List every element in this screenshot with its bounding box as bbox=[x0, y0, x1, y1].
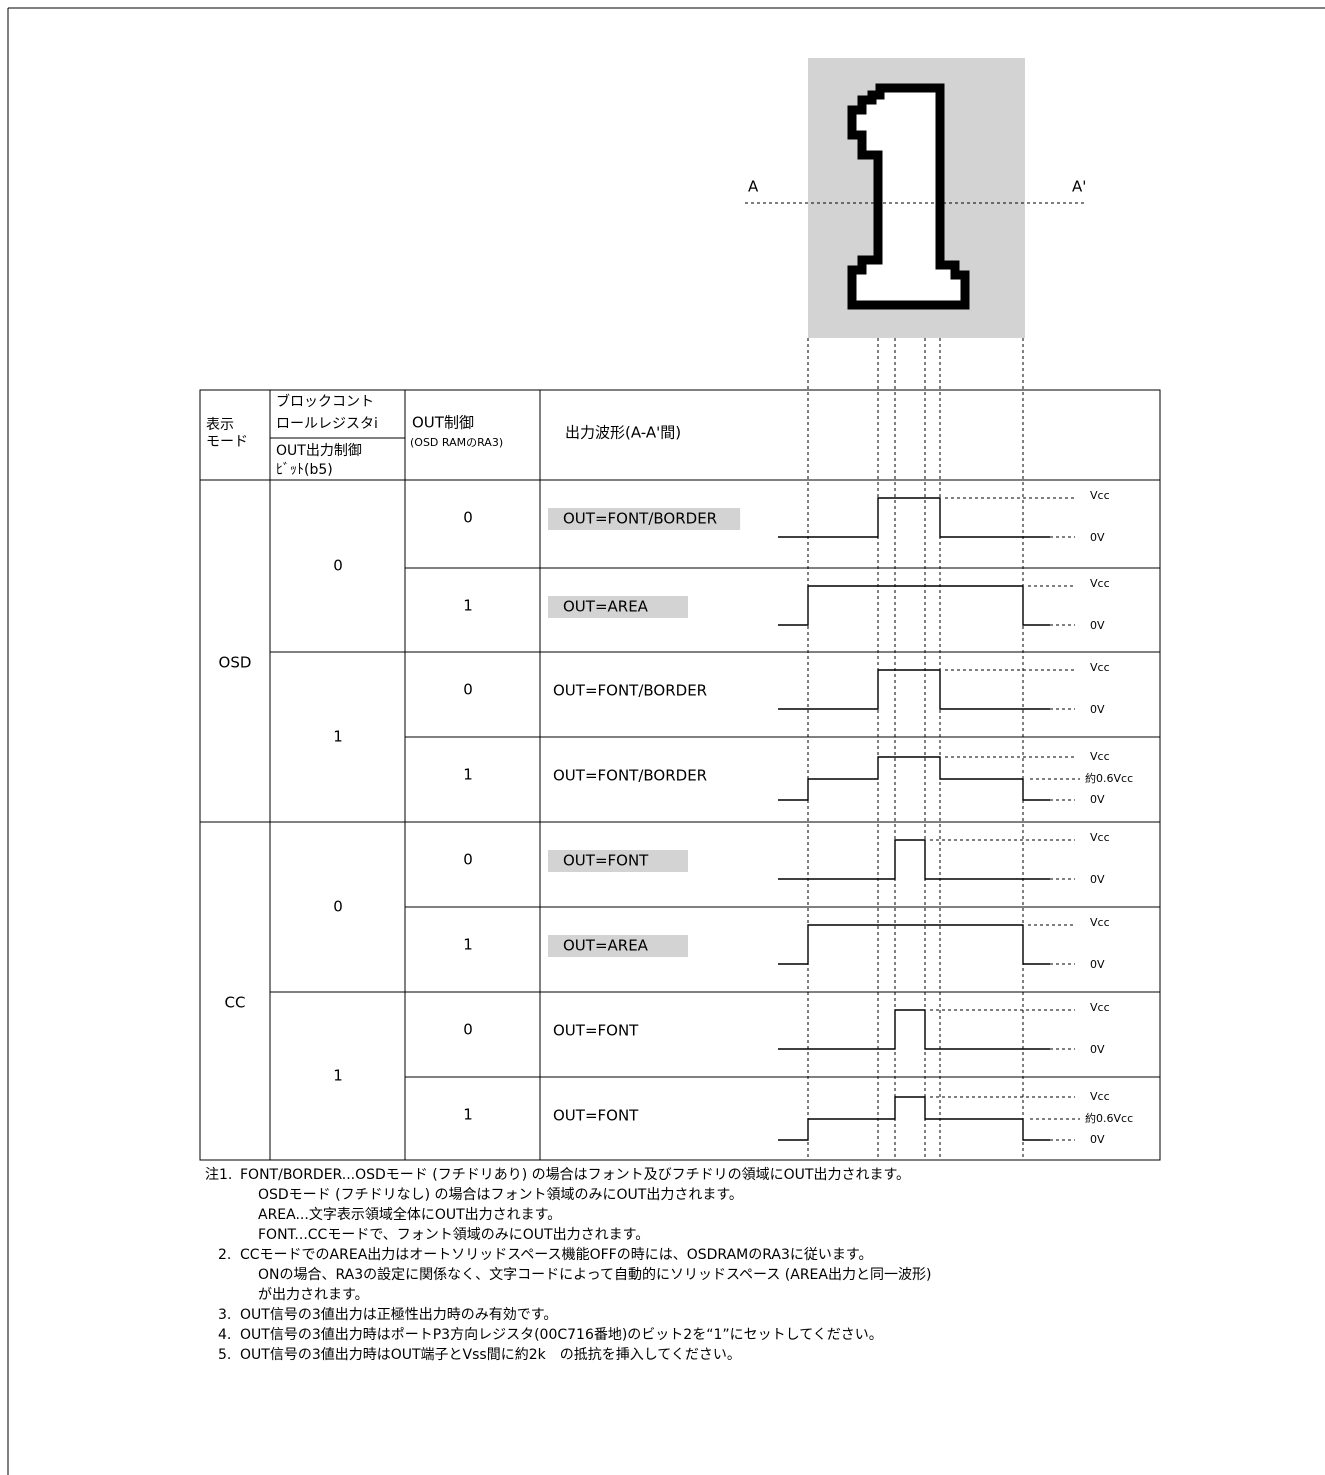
level-label: 約0.6Vcc bbox=[1085, 771, 1133, 785]
highlight bbox=[548, 850, 688, 872]
section-label: A bbox=[748, 178, 759, 196]
output-label: OUT=FONT/BORDER bbox=[553, 682, 707, 700]
ra3-value: 1 bbox=[463, 1106, 473, 1124]
level-label: 0V bbox=[1090, 873, 1105, 886]
level-label: Vcc bbox=[1090, 831, 1110, 844]
bit-value: 0 bbox=[333, 898, 343, 916]
note-text: が出力されます。 bbox=[258, 1287, 369, 1303]
note-number: 注1. bbox=[205, 1167, 232, 1183]
waveform bbox=[778, 669, 1050, 710]
level-label: 0V bbox=[1090, 958, 1105, 971]
waveform bbox=[778, 497, 1050, 538]
level-label: 0V bbox=[1090, 703, 1105, 716]
mode-name: OSD bbox=[219, 654, 252, 672]
output-label: OUT=FONT/BORDER bbox=[553, 767, 707, 785]
output-label: OUT=FONT bbox=[563, 852, 649, 870]
header: OUT出力制御 bbox=[276, 443, 362, 459]
header: ﾋﾞｯﾄ(b5) bbox=[276, 462, 333, 478]
bit-value: 0 bbox=[333, 557, 343, 575]
level-label: 0V bbox=[1090, 1133, 1105, 1146]
header: 出力波形(A-A'間) bbox=[565, 424, 681, 442]
mode-name: CC bbox=[225, 994, 246, 1012]
ra3-value: 1 bbox=[463, 766, 473, 784]
output-label: OUT=AREA bbox=[563, 937, 649, 955]
header: OUT制御 bbox=[412, 414, 474, 432]
note-number: 4. bbox=[218, 1327, 231, 1343]
note-text: CCモードでのAREA出力はオートソリッドスペース機能OFFの時には、OSDRA… bbox=[240, 1247, 872, 1263]
level-label: Vcc bbox=[1090, 489, 1110, 502]
section-label: A' bbox=[1072, 178, 1086, 196]
level-label: Vcc bbox=[1090, 577, 1110, 590]
ra3-value: 1 bbox=[463, 936, 473, 954]
table-body: 0 OUT=FONT/BORDER Vcc 0V 1 OUT=AREA Vcc 0V 0 0 OUT… bbox=[200, 338, 1160, 1363]
level-label: Vcc bbox=[1090, 661, 1110, 674]
note-text: OUT信号の3値出力は正極性出力時のみ有効です。 bbox=[240, 1307, 557, 1323]
level-label: Vcc bbox=[1090, 750, 1110, 763]
ra3-value: 0 bbox=[463, 681, 473, 699]
output-label: OUT=FONT/BORDER bbox=[563, 510, 717, 528]
note-number: 3. bbox=[218, 1307, 231, 1323]
level-label: 0V bbox=[1090, 793, 1105, 806]
header: ロールレジスタi bbox=[276, 416, 378, 432]
font-glyph bbox=[847, 83, 970, 310]
output-label: OUT=FONT bbox=[553, 1107, 639, 1125]
note-text: FONT/BORDER...OSDモード (フチドリあり) の場合はフォント及び… bbox=[240, 1166, 910, 1183]
table-frame bbox=[199, 389, 1161, 1161]
note-number: 2. bbox=[218, 1247, 231, 1263]
header: モード bbox=[206, 434, 248, 450]
note-text: OUT信号の3値出力時はポートP3方向レジスタ(00C716番地)のビット2を“… bbox=[240, 1327, 883, 1343]
level-label: Vcc bbox=[1090, 1090, 1110, 1103]
highlight bbox=[548, 935, 688, 957]
level-label: Vcc bbox=[1090, 1001, 1110, 1014]
level-label: 0V bbox=[1090, 619, 1105, 632]
note-text: OUT信号の3値出力時はOUT端子とVss間に約2k の抵抗を挿入してください。 bbox=[240, 1347, 741, 1363]
highlight bbox=[548, 508, 741, 530]
bit-value: 1 bbox=[333, 728, 343, 746]
waveform bbox=[778, 1096, 1050, 1141]
waveform bbox=[778, 585, 1050, 626]
header: 表示 bbox=[206, 417, 234, 433]
level-label: 0V bbox=[1090, 531, 1105, 544]
level-label: 約0.6Vcc bbox=[1085, 1111, 1133, 1125]
ra3-value: 0 bbox=[463, 851, 473, 869]
output-label: OUT=FONT bbox=[553, 1022, 639, 1040]
waveform bbox=[778, 924, 1050, 965]
note-text: OSDモード (フチドリなし) の場合はフォント領域のみにOUT出力されます。 bbox=[258, 1186, 743, 1203]
output-label: OUT=AREA bbox=[563, 598, 649, 616]
header: (OSD RAMのRA3) bbox=[410, 436, 503, 449]
header: ブロックコント bbox=[276, 393, 374, 410]
level-label: Vcc bbox=[1090, 916, 1110, 929]
note-number: 5. bbox=[218, 1347, 231, 1363]
highlight bbox=[548, 596, 688, 618]
note-text: FONT...CCモードで、フォント領域のみにOUT出力されます。 bbox=[258, 1226, 649, 1243]
waveform bbox=[778, 756, 1050, 801]
ra3-value: 0 bbox=[463, 1021, 473, 1039]
note-text: ONの場合、RA3の設定に関係なく、文字コードによって自動的にソリッドスペース … bbox=[258, 1267, 931, 1283]
level-label: 0V bbox=[1090, 1043, 1105, 1056]
ra3-value: 1 bbox=[463, 597, 473, 615]
bit-value: 1 bbox=[333, 1067, 343, 1085]
ra3-value: 0 bbox=[463, 509, 473, 527]
note-text: AREA...文字表示領域全体にOUT出力されます。 bbox=[258, 1206, 561, 1223]
waveform bbox=[778, 1009, 1050, 1050]
waveform bbox=[778, 839, 1050, 880]
